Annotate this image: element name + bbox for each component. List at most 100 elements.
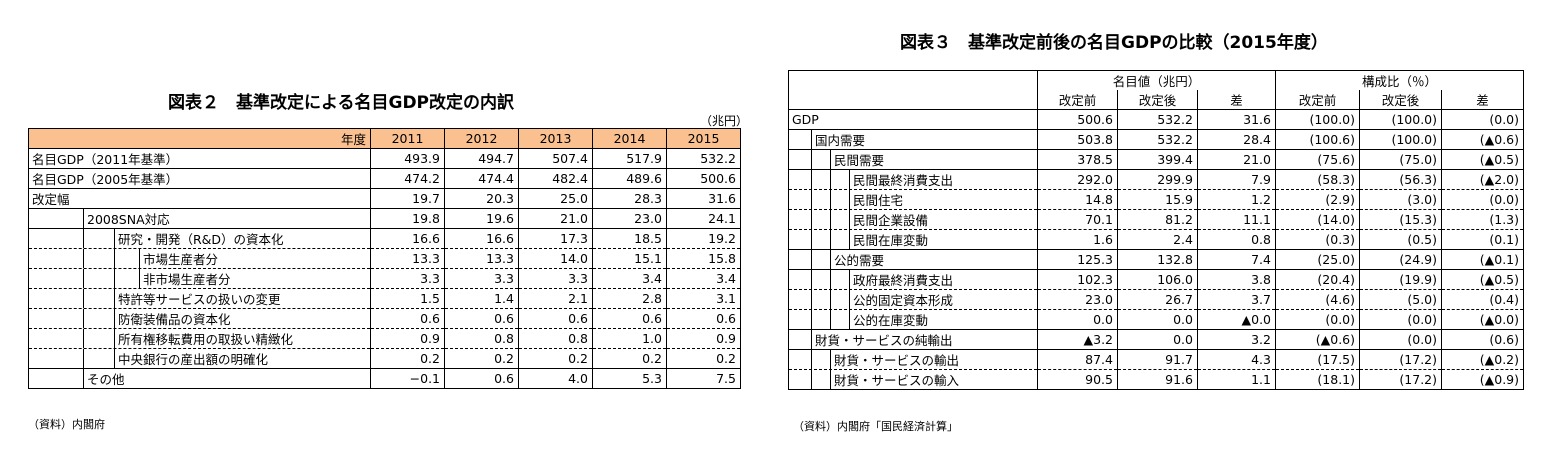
value-cell: 1.6: [1037, 229, 1118, 250]
table-row: 非市場生産者分 3.3 3.3 3.3 3.4 3.4: [28, 268, 741, 289]
row-label-cell: 政府最終消費支出: [788, 269, 1038, 290]
table-row: 国内需要 503.8 532.2 28.4 (100.6) (100.0) (▲0.6): [788, 129, 1524, 150]
value-cell: (1.3): [1441, 209, 1524, 230]
row-label-cell: 名目GDP（2011年基準）: [28, 148, 371, 169]
row-label: 民間住宅: [853, 193, 904, 208]
indent-guide: [789, 210, 812, 229]
table2-unit: （兆円）: [700, 114, 749, 128]
value-cell: 0.8: [444, 328, 519, 349]
value-cell: 2.8: [592, 288, 667, 309]
year-header-2013: 2013: [518, 128, 593, 149]
value-cell: 0.9: [666, 328, 741, 349]
row-label: 政府最終消費支出: [853, 273, 954, 288]
value-cell: (0.0): [1441, 189, 1524, 210]
value-cell: 3.2: [1197, 329, 1276, 350]
indent-guide: [29, 269, 84, 288]
year-header-2012: 2012: [444, 128, 519, 149]
subheader-cell: 改定前: [1037, 90, 1118, 110]
value-cell: 20.3: [444, 188, 519, 209]
indent-guide: [812, 250, 831, 269]
value-cell: (100.0): [1359, 109, 1442, 130]
value-cell: 474.2: [370, 168, 445, 189]
row-label-cell: 研究・開発（R&D）の資本化: [28, 228, 371, 249]
value-cell: (▲0.6): [1275, 329, 1360, 350]
value-cell: 500.6: [666, 168, 741, 189]
subheader-cell: 差: [1197, 90, 1276, 110]
year-header-2011: 2011: [370, 128, 445, 149]
value-cell: (0.1): [1441, 229, 1524, 250]
indent-guide: [812, 290, 831, 309]
value-cell: 23.0: [592, 208, 667, 229]
value-cell: 507.4: [518, 148, 593, 169]
value-cell: 28.4: [1197, 129, 1276, 150]
row-label-cell: 中央銀行の産出額の明確化: [28, 348, 371, 369]
table3: 名目値（兆円） 構成比（％） 改定前 改定後差改定前 改定後差 GDP 500.6 532.2…: [788, 70, 1524, 390]
row-label-cell: 特許等サービスの扱いの変更: [28, 288, 371, 309]
table3-subheader-row: 改定前 改定後差改定前 改定後差: [788, 90, 1524, 110]
indent-guide: [29, 249, 84, 268]
row-label-cell: GDP: [788, 109, 1038, 130]
value-cell: 0.0: [1037, 309, 1118, 330]
table2-source: （資料）内閣府: [28, 418, 105, 431]
value-cell: 378.5: [1037, 149, 1118, 170]
value-cell: ▲3.2: [1037, 329, 1118, 350]
row-label-cell: 市場生産者分: [28, 248, 371, 269]
subheader-cell: 改定前: [1275, 90, 1360, 110]
table-row: 研究・開発（R&D）の資本化 16.6 16.6 17.3 18.5 19.2: [28, 228, 741, 249]
table-row: 民間需要 378.5 399.4 21.0 (75.6) (75.0) (▲0.5): [788, 149, 1524, 170]
year-header-2014: 2014: [592, 128, 667, 149]
value-cell: 5.3: [592, 368, 667, 389]
row-label: 財貨・サービスの輸入: [834, 373, 960, 388]
value-cell: (3.0): [1359, 189, 1442, 210]
row-label: 市場生産者分: [143, 252, 219, 267]
year-header-2015: 2015: [666, 128, 741, 149]
row-label: 2008SNA対応: [87, 212, 170, 227]
value-cell: 1.1: [1197, 369, 1276, 390]
indent-guide: [831, 190, 850, 209]
indent-guide: [789, 250, 812, 269]
indent-guide: [84, 309, 115, 328]
value-cell: 16.6: [370, 228, 445, 249]
value-cell: 31.6: [666, 188, 741, 209]
row-label: 公的固定資本形成: [853, 293, 954, 308]
table3-group-header-row: 名目値（兆円） 構成比（％）: [789, 70, 1524, 90]
value-cell: (0.5): [1359, 229, 1442, 250]
indent-guide: [84, 289, 115, 308]
indent-guide: [812, 210, 831, 229]
value-cell: 3.8: [1197, 269, 1276, 290]
row-label-cell: 民間在庫変動: [788, 229, 1038, 250]
indent-guide: [812, 310, 831, 329]
value-cell: 0.0: [1117, 309, 1198, 330]
indent-guide: [812, 370, 831, 389]
table-row: 名目GDP（2005年基準） 474.2 474.4 482.4 489.6 500.6: [28, 168, 741, 189]
value-cell: 81.2: [1117, 209, 1198, 230]
value-cell: (▲0.5): [1441, 269, 1524, 290]
value-cell: 15.8: [666, 248, 741, 269]
value-cell: 132.8: [1117, 249, 1198, 270]
value-cell: (0.0): [1359, 309, 1442, 330]
value-cell: (75.0): [1359, 149, 1442, 170]
value-cell: 15.1: [592, 248, 667, 269]
value-cell: 3.3: [518, 268, 593, 289]
value-cell: 19.8: [370, 208, 445, 229]
row-label: 公的需要: [834, 253, 885, 268]
indent-guide: [789, 270, 812, 289]
value-cell: 0.2: [370, 348, 445, 369]
indent-guide: [789, 290, 812, 309]
value-cell: 23.0: [1037, 289, 1118, 310]
indent-guide: [831, 290, 850, 309]
value-cell: (0.0): [1275, 309, 1360, 330]
value-cell: (17.5): [1275, 349, 1360, 370]
value-cell: 11.1: [1197, 209, 1276, 230]
group-header-nominal: 名目値（兆円）: [1037, 70, 1276, 90]
value-cell: 1.0: [592, 328, 667, 349]
value-cell: (2.9): [1275, 189, 1360, 210]
value-cell: 3.3: [370, 268, 445, 289]
value-cell: (15.3): [1359, 209, 1442, 230]
indent-guide: [84, 329, 115, 348]
value-cell: 482.4: [518, 168, 593, 189]
value-cell: 0.6: [518, 308, 593, 329]
value-cell: (25.0): [1275, 249, 1360, 270]
table-row: その他 −0.1 0.6 4.0 5.3 7.5: [28, 368, 741, 389]
value-cell: 102.3: [1037, 269, 1118, 290]
